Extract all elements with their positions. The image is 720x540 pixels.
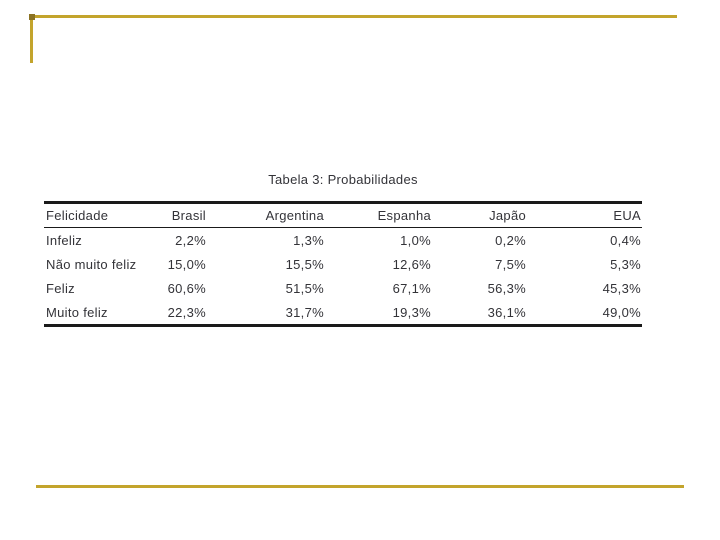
column-header-4: Japão [489, 208, 526, 223]
probability-table: Felicidade Brasil Argentina Espanha Japão EUA… [44, 201, 642, 327]
column-header-3: Espanha [377, 208, 431, 223]
slide-accent-bottom-line [36, 485, 684, 488]
slide-accent-left-line [30, 15, 33, 63]
value-cell: 31,7% [285, 304, 324, 320]
value-cell: 22,3% [167, 304, 206, 320]
table-header-row: Felicidade Brasil Argentina Espanha Japão EUA [44, 202, 642, 228]
value-cell: 5,3% [610, 256, 641, 272]
value-cell: 12,6% [392, 256, 431, 272]
table-row: Infeliz 2,2% 1,3% 1,0% 0,2% 0,4% [44, 228, 642, 253]
value-cell: 45,3% [602, 280, 641, 296]
value-cell: 2,2% [175, 232, 206, 248]
slide-accent-top-line [30, 15, 677, 18]
column-header-5: EUA [613, 208, 641, 223]
value-cell: 15,5% [285, 256, 324, 272]
value-cell: 67,1% [392, 280, 431, 296]
value-cell: 15,0% [167, 256, 206, 272]
table-row: Feliz 60,6% 51,5% 67,1% 56,3% 45,3% [44, 276, 642, 300]
row-label: Muito feliz [46, 304, 108, 320]
value-cell: 36,1% [487, 304, 526, 320]
value-cell: 7,5% [495, 256, 526, 272]
table-row: Muito feliz 22,3% 31,7% 19,3% 36,1% 49,0% [44, 300, 642, 326]
table-caption: Tabela 3: Probabilidades [268, 172, 418, 187]
row-label: Infeliz [46, 232, 83, 248]
value-cell: 0,2% [495, 232, 526, 248]
column-header-0: Felicidade [46, 208, 109, 223]
value-cell: 19,3% [392, 304, 431, 320]
value-cell: 56,3% [487, 280, 526, 296]
value-cell: 1,0% [400, 232, 431, 248]
column-header-1: Brasil [171, 208, 206, 223]
value-cell: 1,3% [293, 232, 324, 248]
value-cell: 49,0% [602, 304, 641, 320]
slide-accent-corner-square [29, 14, 35, 20]
value-cell: 51,5% [285, 280, 324, 296]
column-header-2: Argentina [265, 208, 324, 223]
value-cell: 0,4% [610, 232, 641, 248]
row-label: Não muito feliz [46, 256, 137, 272]
value-cell: 60,6% [167, 280, 206, 296]
table-row: Não muito feliz 15,0% 15,5% 12,6% 7,5% 5,3% [44, 252, 642, 276]
row-label: Feliz [46, 280, 75, 296]
